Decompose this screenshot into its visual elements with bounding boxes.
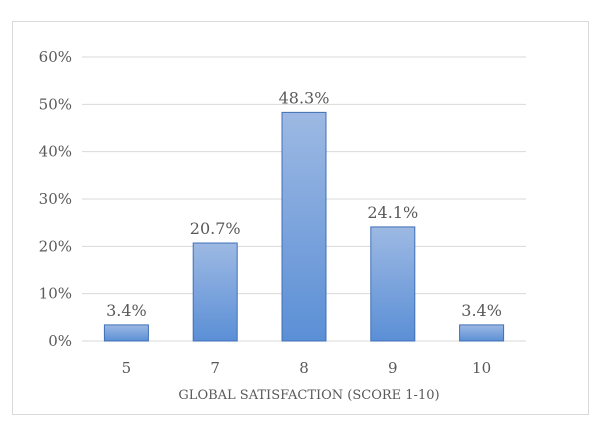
y-tick-label: 10%: [39, 285, 72, 303]
bars: [103, 111, 505, 342]
bar-5: [103, 324, 149, 342]
data-label: 3.4%: [106, 301, 147, 320]
x-tick-label: 8: [299, 359, 309, 377]
x-tick-label: 10: [472, 359, 491, 377]
x-axis-tick-labels: 5 7 8 9 10: [122, 359, 492, 377]
bar-10: [459, 324, 505, 342]
bar-8: [281, 111, 327, 342]
y-tick-label: 50%: [39, 95, 72, 113]
y-tick-label: 30%: [39, 190, 72, 208]
y-axis-tick-labels: 0% 10% 20% 30% 40% 50% 60%: [39, 48, 72, 350]
data-labels: 3.4% 20.7% 48.3% 24.1% 3.4%: [106, 88, 502, 320]
y-tick-label: 0%: [48, 332, 72, 350]
y-tick-label: 20%: [39, 237, 72, 255]
x-tick-label: 7: [210, 359, 220, 377]
bar-9: [370, 226, 416, 342]
data-label: 24.1%: [367, 203, 418, 222]
data-label: 3.4%: [461, 301, 502, 320]
bar-7: [192, 242, 238, 342]
y-tick-label: 60%: [39, 48, 72, 66]
data-label: 48.3%: [279, 88, 330, 107]
x-tick-label: 9: [388, 359, 398, 377]
x-tick-label: 5: [122, 359, 132, 377]
y-tick-label: 40%: [39, 143, 72, 161]
x-axis-title: GLOBAL SATISFACTION (SCORE 1-10): [178, 388, 439, 403]
data-label: 20.7%: [190, 219, 241, 238]
